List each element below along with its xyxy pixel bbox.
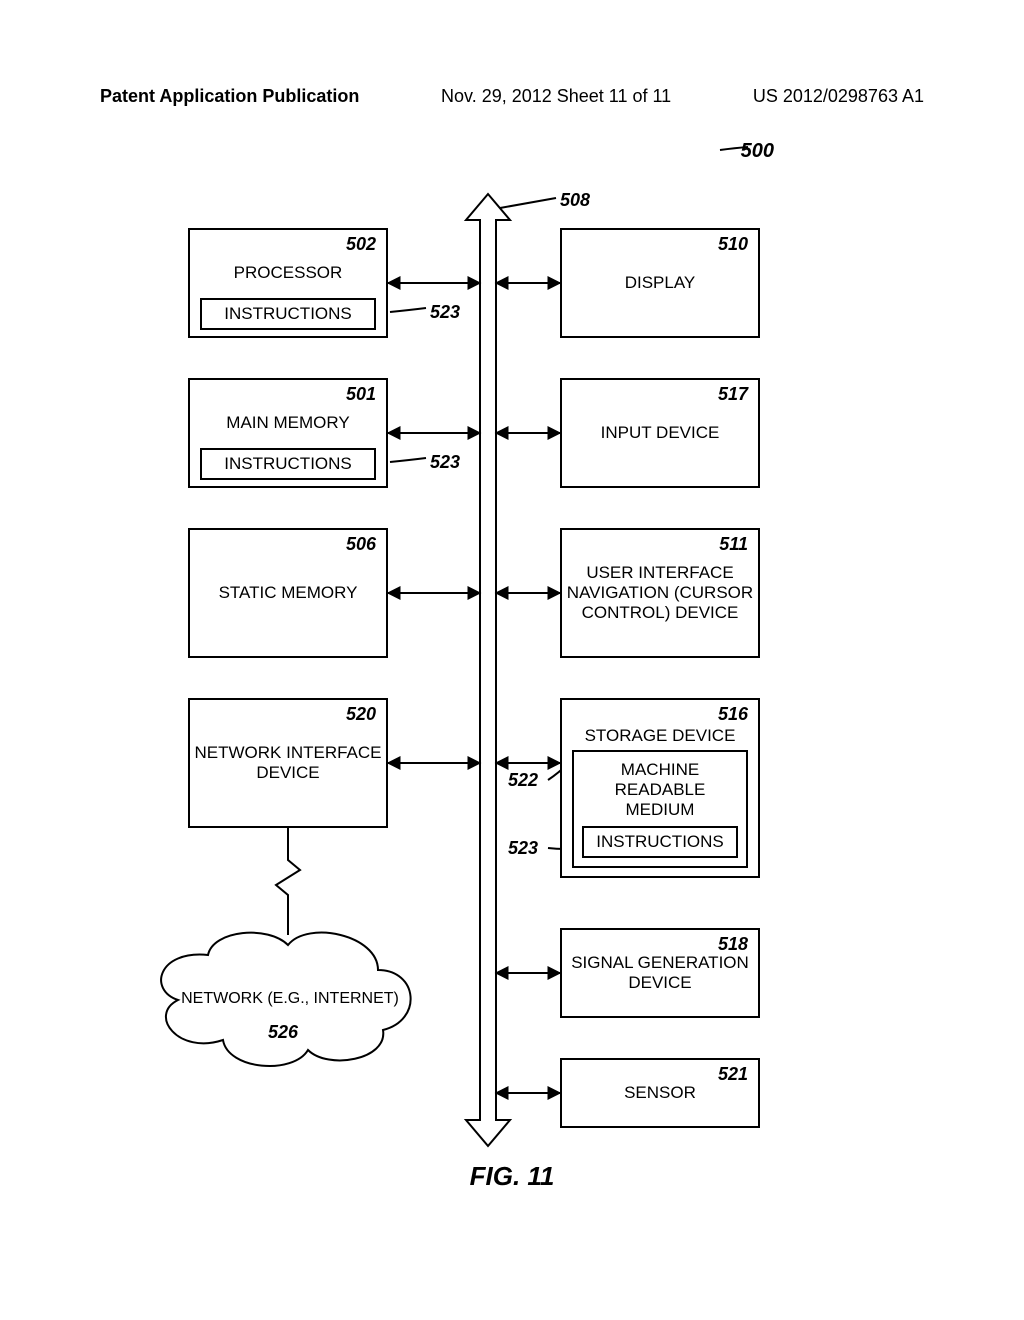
main-memory-box: 501 MAIN MEMORY INSTRUCTIONS bbox=[188, 378, 388, 488]
processor-instr-ref: 523 bbox=[430, 302, 460, 323]
cloud-label: NETWORK (E.G., INTERNET) bbox=[180, 990, 400, 1008]
mrm-l1: MACHINE READABLE bbox=[574, 760, 746, 800]
static-memory-ref: 506 bbox=[346, 534, 376, 555]
siggen-l2: DEVICE bbox=[628, 973, 691, 993]
display-box: 510 DISPLAY bbox=[560, 228, 760, 338]
storage-instr-ref: 523 bbox=[508, 838, 538, 859]
nid-ref: 520 bbox=[346, 704, 376, 725]
main-memory-instructions-label: INSTRUCTIONS bbox=[224, 454, 352, 474]
siggen-l1: SIGNAL GENERATION bbox=[571, 953, 749, 973]
main-memory-instructions-box: INSTRUCTIONS bbox=[200, 448, 376, 480]
sensor-label: SENSOR bbox=[624, 1083, 696, 1103]
processor-box: 502 PROCESSOR INSTRUCTIONS bbox=[188, 228, 388, 338]
nid-label2: DEVICE bbox=[256, 763, 319, 783]
main-memory-ref: 501 bbox=[346, 384, 376, 405]
processor-instructions-box: INSTRUCTIONS bbox=[200, 298, 376, 330]
storage-instructions-box: INSTRUCTIONS bbox=[582, 826, 738, 858]
siggen-ref: 518 bbox=[718, 934, 748, 955]
sensor-box: 521 SENSOR bbox=[560, 1058, 760, 1128]
processor-ref: 502 bbox=[346, 234, 376, 255]
storage-title: STORAGE DEVICE bbox=[585, 726, 736, 746]
mrm-l2: MEDIUM bbox=[574, 800, 746, 820]
bus-ref-508: 508 bbox=[560, 190, 590, 211]
storage-box: 516 STORAGE DEVICE MACHINE READABLE MEDI… bbox=[560, 698, 760, 878]
processor-label: PROCESSOR bbox=[234, 263, 343, 283]
storage-ref: 516 bbox=[718, 704, 748, 725]
uinav-l1: USER INTERFACE bbox=[586, 563, 733, 583]
diagram-svg bbox=[0, 0, 1024, 1320]
display-label: DISPLAY bbox=[625, 273, 696, 293]
cloud-ref: 526 bbox=[268, 1022, 298, 1043]
main-memory-instr-ref: 523 bbox=[430, 452, 460, 473]
nid-box: 520 NETWORK INTERFACE DEVICE bbox=[188, 698, 388, 828]
mrm-box: MACHINE READABLE MEDIUM INSTRUCTIONS bbox=[572, 750, 748, 868]
input-device-label: INPUT DEVICE bbox=[601, 423, 720, 443]
static-memory-box: 506 STATIC MEMORY bbox=[188, 528, 388, 658]
storage-instructions-label: INSTRUCTIONS bbox=[596, 832, 724, 852]
main-memory-label: MAIN MEMORY bbox=[226, 413, 349, 433]
display-ref: 510 bbox=[718, 234, 748, 255]
uinav-box: 511 USER INTERFACE NAVIGATION (CURSOR CO… bbox=[560, 528, 760, 658]
mrm-ref: 522 bbox=[508, 770, 538, 791]
input-device-box: 517 INPUT DEVICE bbox=[560, 378, 760, 488]
siggen-box: 518 SIGNAL GENERATION DEVICE bbox=[560, 928, 760, 1018]
processor-instructions-label: INSTRUCTIONS bbox=[224, 304, 352, 324]
uinav-l3: CONTROL) DEVICE bbox=[582, 603, 739, 623]
static-memory-label: STATIC MEMORY bbox=[219, 583, 358, 603]
nid-label1: NETWORK INTERFACE bbox=[194, 743, 381, 763]
figure-ref-500: 500 bbox=[741, 140, 774, 163]
figure-caption: FIG. 11 bbox=[0, 1161, 1024, 1192]
input-device-ref: 517 bbox=[718, 384, 748, 405]
sensor-ref: 521 bbox=[718, 1064, 748, 1085]
uinav-ref: 511 bbox=[719, 534, 748, 555]
uinav-l2: NAVIGATION (CURSOR bbox=[567, 583, 753, 603]
